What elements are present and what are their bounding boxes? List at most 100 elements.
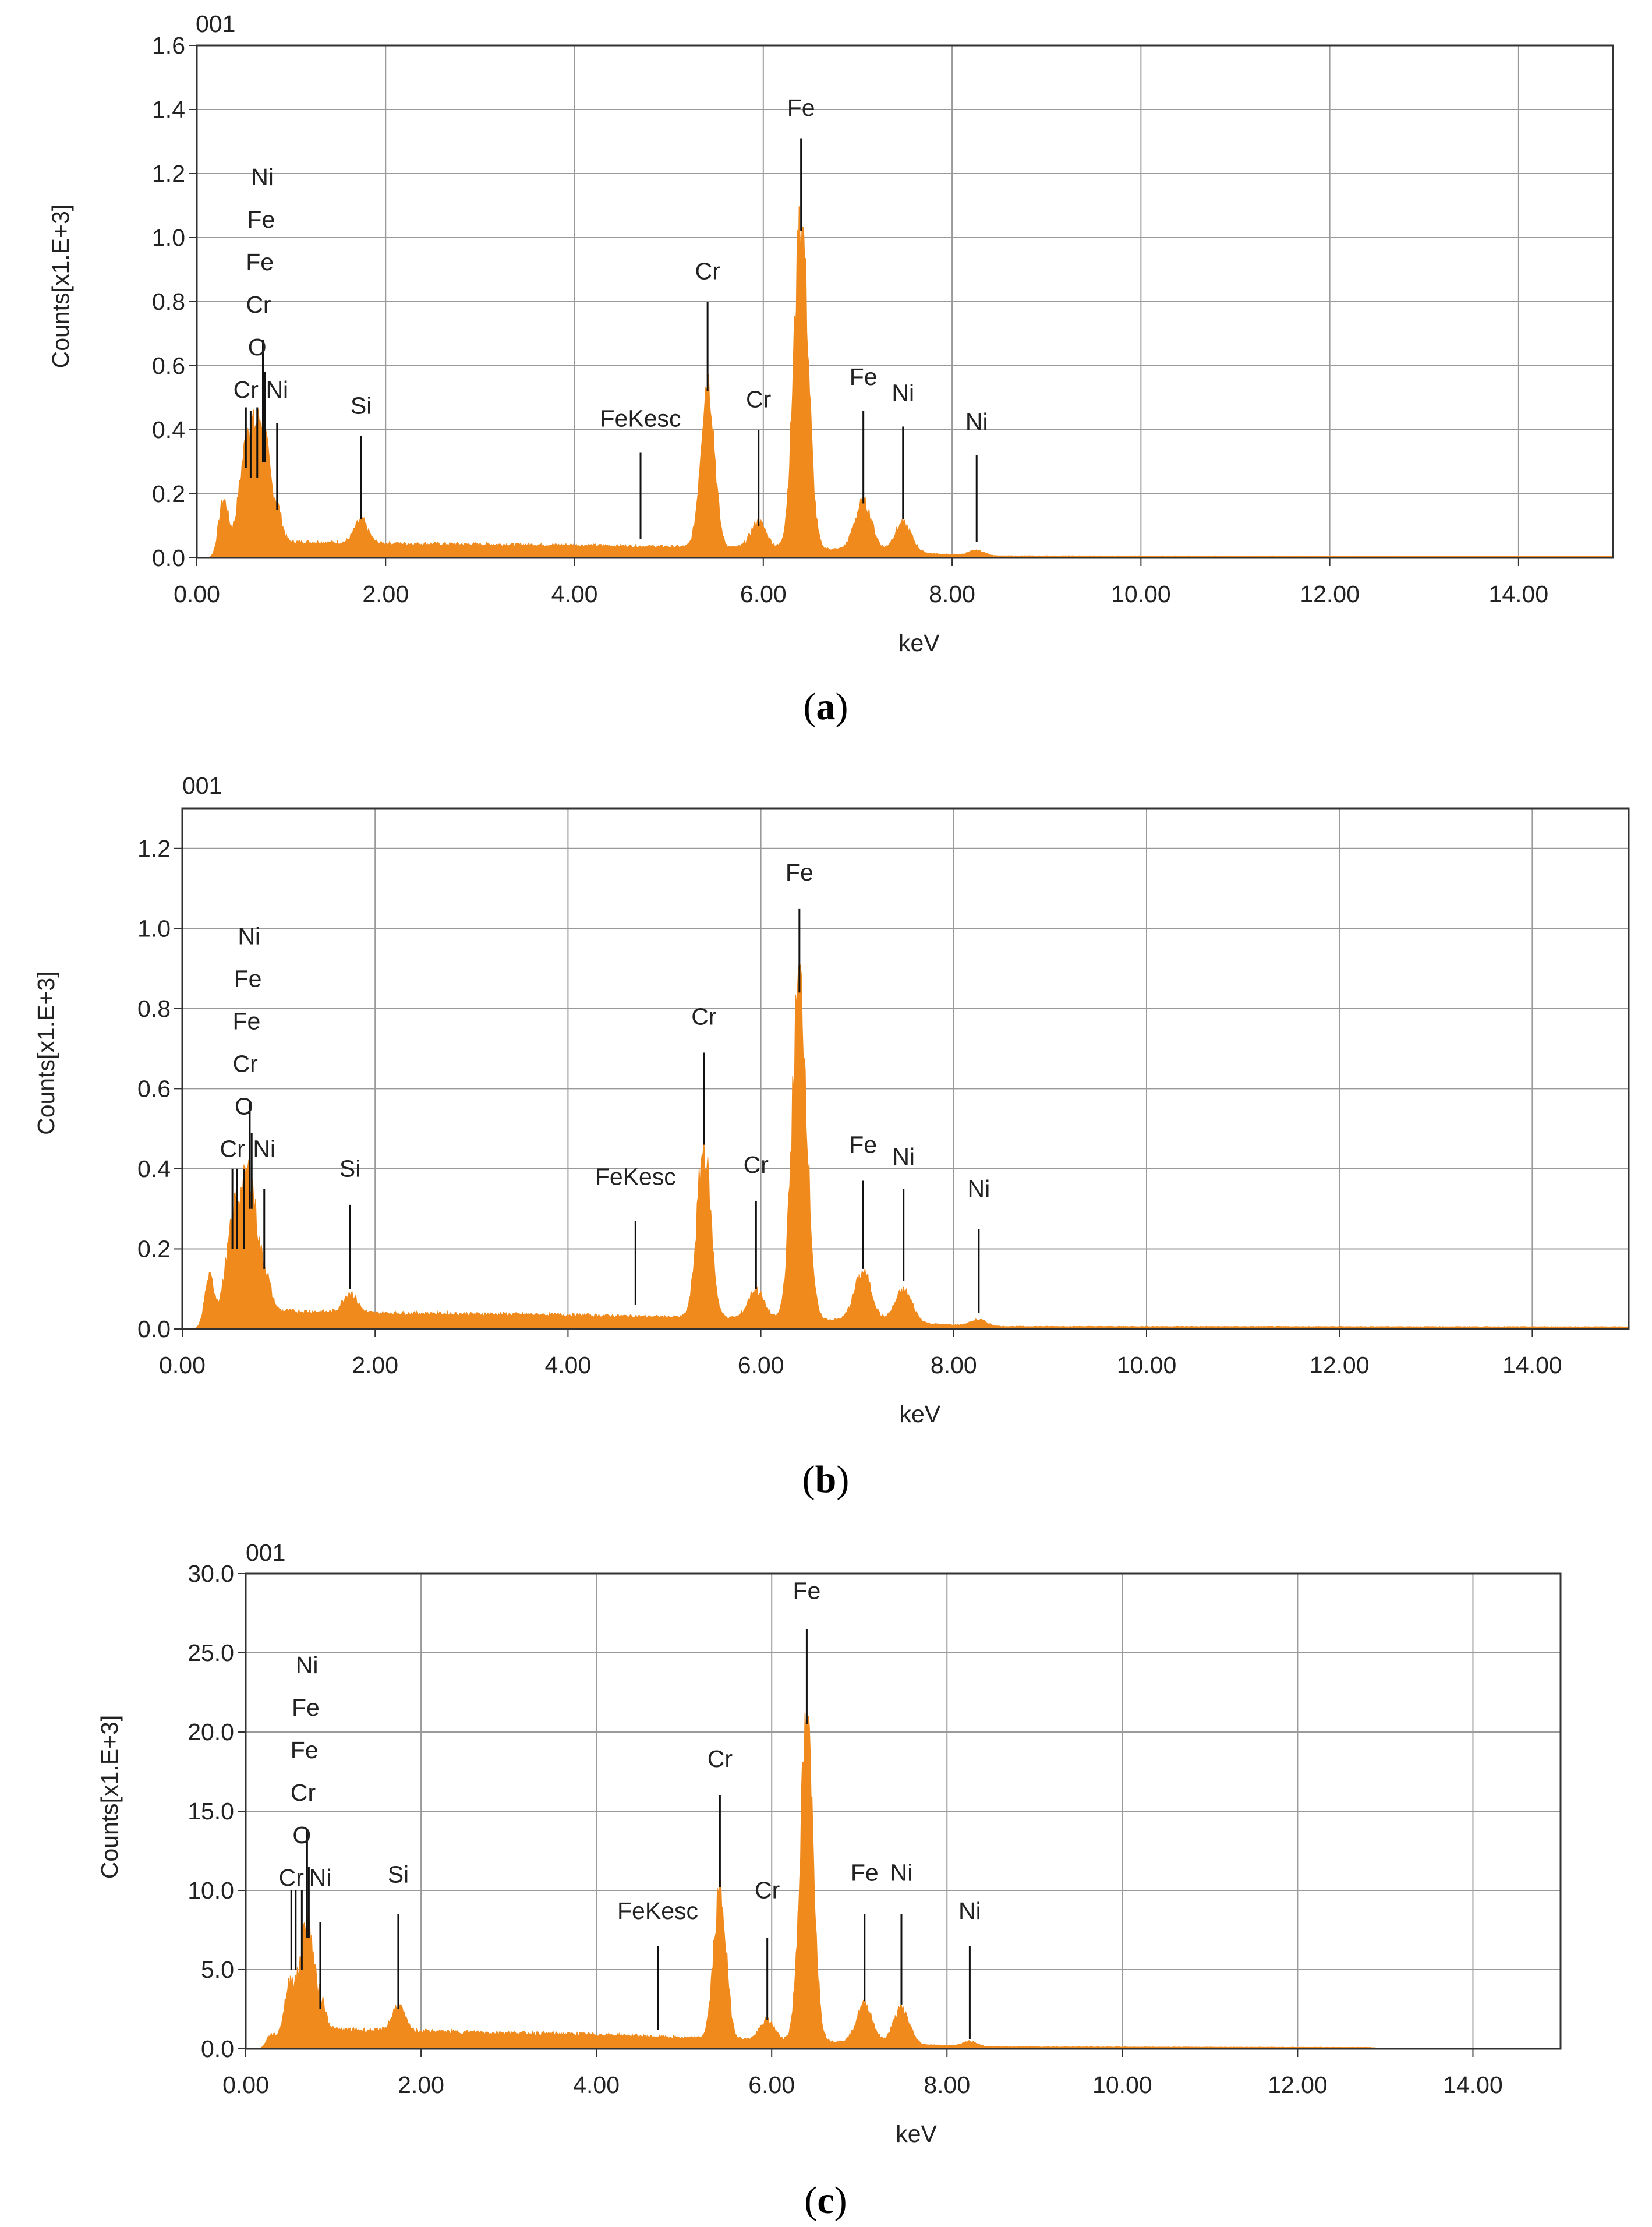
panel-c-spectrum-area [246,1702,1561,2049]
panel-a-spectrum [197,206,1614,558]
panel-b-x-tick-label: 4.00 [544,1352,591,1378]
panel-b-stack-label: O [235,1093,253,1119]
panel-c-peak-label: Ni [309,1864,332,1891]
panel-b-y-tick-label: 0.8 [137,995,171,1022]
panel-c-peak-label: Fe [851,1860,879,1886]
panel-a-x-axis-title: keV [898,630,940,656]
panel-a: 001 Cr Ni Si FeKesc Cr Cr Fe Fe Ni Ni O Cr Fe Fe Ni 0.… [47,10,1614,728]
panel-b-y-axis-title: Counts[x1.E+3] [33,971,59,1134]
panel-b-plot-frame [181,807,1630,1330]
panel-b-y-tick-label: 1.2 [137,835,171,862]
panel-b-x-tick-label: 8.00 [931,1352,977,1378]
panel-a-stack-label: Ni [251,164,274,190]
panel-b-stack-label: Cr [233,1050,258,1077]
panel-a-x-tick-label: 10.00 [1111,581,1171,607]
panel-c-y-axis-title: Counts[x1.E+3] [96,1715,123,1879]
panel-b-stack-label: Fe [232,1008,260,1034]
panel-c-y-tick-label: 15.0 [188,1798,234,1825]
panel-c-peak-label: Cr [755,1877,780,1904]
panel-c-x-tick-label: 8.00 [924,2072,970,2098]
panel-c-grid [246,1574,1561,2049]
panel-a-x-tick-label: 2.00 [362,581,409,607]
panel-c-x-tick-label: 4.00 [573,2072,620,2098]
panel-b-x-tick-label: 2.00 [352,1352,398,1378]
panel-c-x-tick-label: 6.00 [748,2072,795,2098]
panel-a-y-tick-label: 0.6 [152,352,185,379]
panel-b-x-tick-label: 14.00 [1502,1352,1562,1378]
panel-a-caption: (a) [804,685,848,728]
panel-b-x-tick-label: 10.00 [1117,1352,1177,1378]
panel-c-stack-label: Fe [292,1694,320,1721]
panel-c-y-tick-label: 0.0 [201,2035,234,2062]
panel-a-peak-label: Cr [234,376,259,403]
panel-c-stack-label: Ni [296,1652,319,1678]
panel-b-ticks: 0.00 2.00 4.00 6.00 8.00 10.00 12.00 14.00 0.0 0.… [137,835,1562,1378]
panel-c-stack-label: Fe [291,1737,319,1763]
panel-a-x-tick-label: 4.00 [551,581,598,607]
panel-a-peak-label: Si [351,393,372,419]
panel-b-x-tick-label: 0.00 [159,1352,206,1378]
panel-c-x-axis-title: keV [896,2120,937,2147]
panel-c-y-tick-label: 5.0 [201,1956,234,1983]
panel-c-peak-label: Ni [958,1897,981,1924]
panel-b-y-tick-label: 0.4 [137,1155,171,1182]
panel-b-peak-label: Cr [220,1135,245,1162]
panel-c-caption: (c) [804,2179,847,2222]
panel-b-spectrum-area [182,963,1629,1330]
panel-a-stack-label: Fe [246,249,274,275]
panel-a-peak-label: Ni [266,376,288,403]
panel-b-peak-label: Ni [892,1143,915,1170]
panel-b-peak-label: Fe [786,859,813,886]
panel-a-y-tick-label: 0.8 [152,288,185,315]
panel-c-sample-label: 001 [246,1539,285,1566]
panel-c-peak-label: Si [388,1861,409,1887]
panel-c-y-tick-label: 25.0 [188,1639,234,1666]
panel-c-y-tick-label: 10.0 [188,1877,234,1904]
panel-b-y-tick-label: 0.2 [137,1235,171,1262]
panel-c-ticks: 0.00 2.00 4.00 6.00 8.00 10.00 12.00 14.00 0.0 5.… [188,1560,1503,2098]
panel-a-x-tick-label: 6.00 [740,581,787,607]
panel-b-y-tick-label: 0.6 [137,1075,171,1102]
panel-b-peak-label: Fe [849,1131,877,1158]
panel-a-peak-label: FeKesc [600,405,681,432]
panel-a-y-axis-title: Counts[x1.E+3] [47,204,74,368]
panel-b-peak-label: Ni [967,1175,990,1202]
panel-b-peak-label: FeKesc [595,1163,676,1190]
panel-a-ticks: 0.00 2.00 4.00 6.00 8.00 10.00 12.00 14.00 0.0 0.… [152,32,1548,607]
panel-c-x-tick-label: 10.00 [1092,2072,1152,2098]
panel-c-peak-label: Fe [793,1578,820,1604]
panel-b-peak-label: Ni [253,1135,275,1162]
panel-a-y-tick-label: 0.0 [152,545,185,571]
panel-a-x-tick-label: 0.00 [174,581,220,607]
panel-a-stack-label: O [248,334,267,360]
panel-b-x-tick-label: 6.00 [738,1352,784,1378]
panel-a-y-tick-label: 1.6 [152,32,185,59]
panel-b-sample-label: 001 [182,772,222,799]
panel-a-peak-label: Fe [850,363,878,390]
panel-c-y-tick-label: 20.0 [188,1719,234,1745]
panel-b-y-tick-label: 1.0 [137,915,171,942]
panel-a-peak-label: Ni [892,380,914,406]
panel-b-grid [182,808,1629,1329]
panel-a-grid [197,45,1613,558]
panel-c-peak-label: Cr [708,1745,733,1772]
panel-a-spectrum-area [197,206,1614,558]
panel-b-stack-label: Fe [234,965,262,992]
panel-a-y-tick-label: 1.4 [152,96,185,123]
panel-b-caption: (b) [802,1458,850,1501]
panel-a-y-tick-label: 1.2 [152,160,185,187]
panel-b-peak-label: Cr [691,1003,716,1030]
panel-b-peak-label: Si [339,1155,360,1182]
panel-c-x-tick-label: 2.00 [398,2072,444,2098]
panel-c-x-tick-label: 12.00 [1268,2072,1328,2098]
panel-a-peak-label: Fe [787,94,815,121]
panel-c-y-tick-label: 30.0 [188,1560,234,1587]
panel-a-y-tick-label: 1.0 [152,224,185,251]
panel-c-peak-label: Ni [890,1860,913,1886]
panel-a-y-tick-label: 0.2 [152,480,185,507]
panel-c-x-tick-label: 0.00 [222,2072,269,2098]
